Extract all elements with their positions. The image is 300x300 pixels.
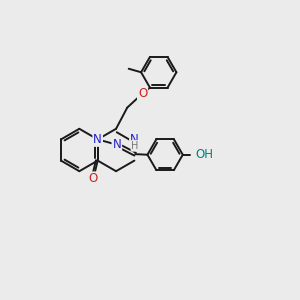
Text: O: O (89, 172, 98, 185)
Text: H: H (131, 141, 139, 151)
Text: N: N (93, 133, 102, 146)
Text: N: N (130, 133, 139, 146)
Text: OH: OH (195, 148, 213, 161)
Text: O: O (138, 87, 147, 100)
Text: N: N (112, 138, 121, 151)
